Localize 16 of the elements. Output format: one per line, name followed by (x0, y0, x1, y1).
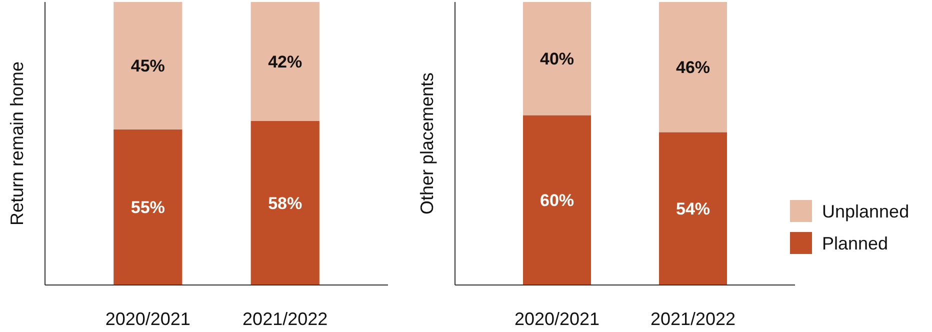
y-axis-title: Other placements (417, 72, 437, 215)
data-label: 60% (540, 191, 574, 210)
legend-label: Planned (822, 233, 888, 254)
data-label: 40% (540, 50, 574, 69)
x-tick-label: 2021/2022 (242, 309, 328, 329)
data-label: 58% (268, 194, 302, 213)
x-tick-label: 2020/2021 (105, 309, 190, 329)
data-label: 54% (676, 200, 710, 219)
legend-label: Unplanned (822, 201, 910, 222)
y-axis-title: Return remain home (7, 61, 27, 226)
data-label: 46% (676, 58, 710, 78)
x-tick-label: 2021/2022 (650, 309, 736, 329)
data-label: 45% (130, 56, 165, 76)
data-label: 42% (268, 52, 302, 72)
x-tick-label: 2020/2021 (514, 309, 600, 329)
data-label: 55% (130, 198, 165, 218)
